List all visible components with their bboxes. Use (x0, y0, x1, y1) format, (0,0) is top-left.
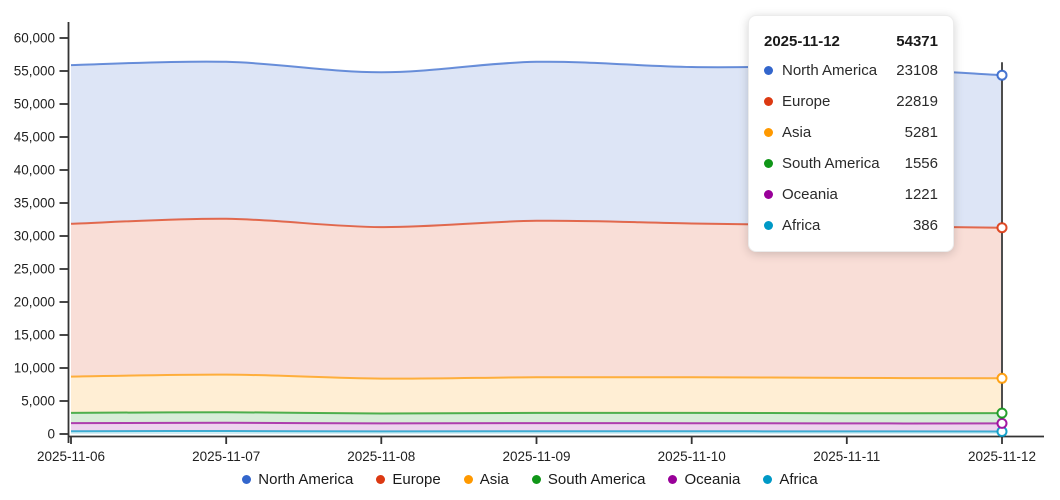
svg-text:35,000: 35,000 (14, 196, 55, 211)
legend-item-north-america[interactable]: North America (242, 471, 353, 488)
tooltip-series-label: North America (782, 62, 878, 79)
svg-text:5,000: 5,000 (21, 394, 55, 409)
tooltip-header: 2025-11-12 54371 (764, 27, 938, 55)
legend-item-south-america[interactable]: South America (531, 471, 646, 488)
legend-dot-icon (763, 475, 773, 484)
tooltip-row: North America 23108 (764, 55, 938, 86)
svg-text:60,000: 60,000 (14, 31, 55, 46)
hover-marker (996, 407, 1008, 419)
legend-dot-icon (463, 475, 473, 484)
legend-label: Asia (479, 471, 509, 488)
svg-text:15,000: 15,000 (14, 328, 55, 343)
tooltip-series-value: 23108 (896, 62, 938, 79)
hover-marker (996, 372, 1008, 384)
tooltip-series-label: Africa (782, 217, 821, 234)
hover-marker (996, 417, 1008, 429)
legend-label: Oceania (684, 471, 741, 488)
legend-dot-icon (531, 475, 541, 484)
tooltip-row: Oceania 1221 (764, 179, 938, 210)
tooltip-series-label: Oceania (782, 186, 838, 203)
svg-text:2025-11-06: 2025-11-06 (37, 449, 105, 464)
tooltip-date: 2025-11-12 (764, 32, 840, 50)
tooltip-series-label: Asia (782, 124, 812, 141)
tooltip-row: Europe 22819 (764, 86, 938, 117)
tooltip-series-value: 1221 (904, 186, 938, 203)
tooltip-total: 54371 (896, 32, 938, 50)
svg-text:2025-11-12: 2025-11-12 (968, 449, 1036, 464)
tooltip-row: South America 1556 (764, 148, 938, 179)
svg-text:25,000: 25,000 (14, 262, 55, 277)
legend-item-asia[interactable]: Asia (463, 471, 509, 488)
legend-item-oceania[interactable]: Oceania (668, 471, 740, 488)
tooltip-series-label: South America (782, 155, 880, 172)
y-axis: 0 5,000 10,000 15,000 20,000 25,000 30,000 35,0… (14, 22, 70, 443)
svg-text:2025-11-10: 2025-11-10 (658, 449, 726, 464)
svg-text:2025-11-08: 2025-11-08 (347, 449, 415, 464)
svg-text:40,000: 40,000 (14, 163, 55, 178)
series-line (70, 421, 1003, 425)
tooltip-series-value: 386 (912, 217, 938, 234)
svg-text:0: 0 (47, 427, 55, 442)
series-dot-icon (764, 159, 773, 168)
tooltip-row: Africa 386 (764, 210, 938, 241)
series-dot-icon (764, 97, 773, 106)
hover-marker (996, 69, 1008, 81)
svg-text:10,000: 10,000 (14, 361, 55, 376)
chart-legend: North America Europe Asia South America … (0, 471, 1060, 488)
legend-dot-icon (668, 475, 678, 484)
svg-text:2025-11-11: 2025-11-11 (813, 449, 880, 464)
svg-text:55,000: 55,000 (14, 64, 55, 79)
area-band (71, 422, 1002, 432)
area-band (71, 412, 1002, 424)
series-dot-icon (764, 190, 773, 199)
legend-dot-icon (376, 475, 386, 484)
tooltip-row: Asia 5281 (764, 117, 938, 148)
tooltip-series-value: 5281 (904, 124, 938, 141)
svg-text:2025-11-07: 2025-11-07 (192, 449, 260, 464)
series-dot-icon (764, 66, 773, 75)
tooltip-series-value: 1556 (904, 155, 938, 172)
tooltip-series-value: 22819 (896, 93, 938, 110)
series-line (70, 429, 1003, 433)
legend-label: Europe (392, 471, 441, 488)
legend-label: North America (258, 471, 354, 488)
svg-text:50,000: 50,000 (14, 97, 55, 112)
series-dot-icon (764, 128, 773, 137)
tooltip-series-label: Europe (782, 93, 831, 110)
chart-tooltip: 2025-11-12 54371 North America 23108 Eur… (748, 15, 954, 252)
legend-dot-icon (242, 475, 252, 484)
legend-item-europe[interactable]: Europe (376, 471, 441, 488)
series-line (70, 373, 1003, 380)
legend-item-africa[interactable]: Africa (763, 471, 818, 488)
legend-label: Africa (779, 471, 818, 488)
x-axis: 2025-11-06 2025-11-07 2025-11-08 2025-11-09… (37, 435, 1044, 464)
area-band (71, 374, 1002, 414)
series-dot-icon (764, 221, 773, 230)
area-band (71, 218, 1002, 379)
series-line (70, 411, 1003, 415)
svg-text:20,000: 20,000 (14, 295, 55, 310)
hover-marker (996, 222, 1008, 234)
legend-label: South America (547, 471, 646, 488)
svg-text:45,000: 45,000 (14, 130, 55, 145)
svg-text:2025-11-09: 2025-11-09 (502, 449, 570, 464)
svg-text:30,000: 30,000 (14, 229, 55, 244)
